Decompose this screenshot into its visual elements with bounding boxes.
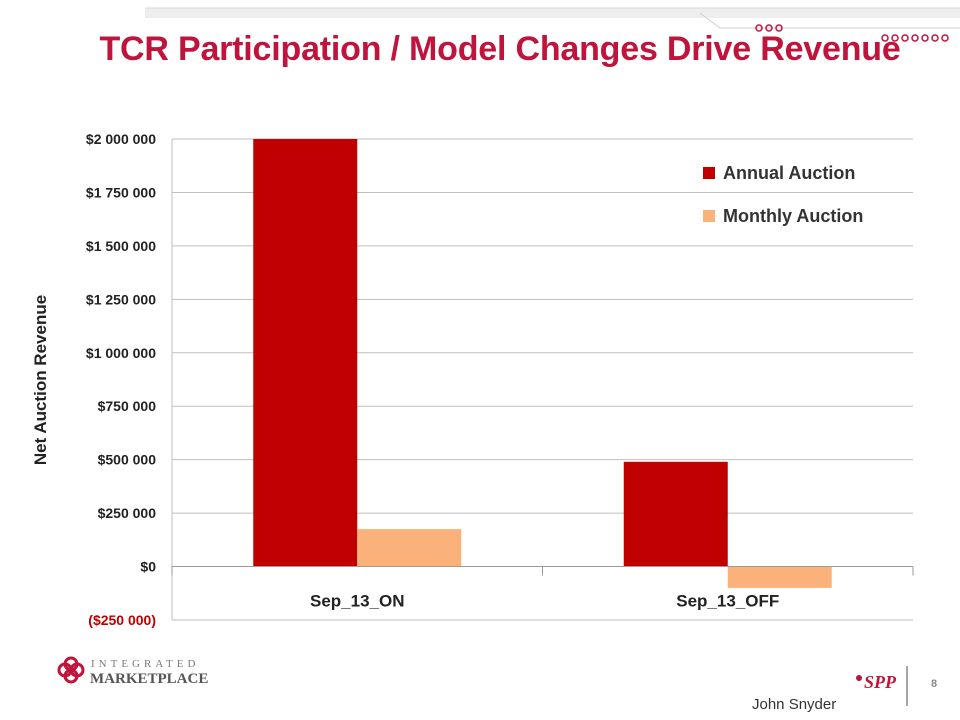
header-decoration — [145, 7, 960, 42]
x-axis: Sep_13_ON Sep_13_OFF — [171, 566, 914, 611]
x-category-label: Sep_13_ON — [310, 592, 405, 611]
legend-label: Monthly Auction — [723, 206, 863, 226]
spp-text: SPP — [864, 672, 897, 692]
y-tick-label: $1 000 000 — [86, 345, 156, 361]
legend: Annual Auction Monthly Auction — [703, 163, 863, 226]
y-axis: $2 000 000 $1 750 000 $1 500 000 $1 250 000… — [86, 131, 173, 628]
y-tick-label: $500 000 — [98, 452, 157, 468]
y-tick-label: $1 250 000 — [86, 291, 156, 307]
y-tick-label: $1 750 000 — [86, 184, 156, 200]
spp-logo: SPP — [856, 666, 908, 706]
bar-chart: $2 000 000 $1 750 000 $1 500 000 $1 250 000… — [31, 131, 914, 628]
legend-label: Annual Auction — [723, 163, 855, 183]
bar-monthly-auction-sep_13_off — [727, 566, 832, 588]
y-tick-label: $1 500 000 — [86, 238, 156, 254]
y-tick-label: $250 000 — [98, 505, 157, 521]
legend-swatch — [703, 210, 715, 222]
legend-swatch — [703, 167, 715, 179]
y-tick-label: $0 — [140, 559, 156, 575]
page-number: 8 — [931, 678, 938, 690]
logo-line1: INTEGRATED — [91, 658, 199, 670]
presenter-name: John Snyder — [752, 696, 837, 713]
y-tick-label: ($250 000) — [88, 612, 156, 628]
integrated-marketplace-logo: INTEGRATED MARKETPLACE — [57, 656, 208, 687]
bar-annual-auction-sep_13_on — [253, 139, 358, 567]
logo-line2: MARKETPLACE — [90, 671, 208, 687]
bars — [253, 139, 832, 588]
bar-monthly-auction-sep_13_on — [357, 529, 462, 567]
slide-title: TCR Participation / Model Changes Drive … — [99, 30, 901, 68]
y-tick-label: $750 000 — [98, 398, 157, 414]
bar-annual-auction-sep_13_off — [623, 461, 728, 567]
y-axis-label: Net Auction Revenue — [31, 295, 50, 465]
y-tick-label: $2 000 000 — [86, 131, 156, 147]
x-category-label: Sep_13_OFF — [676, 592, 779, 611]
